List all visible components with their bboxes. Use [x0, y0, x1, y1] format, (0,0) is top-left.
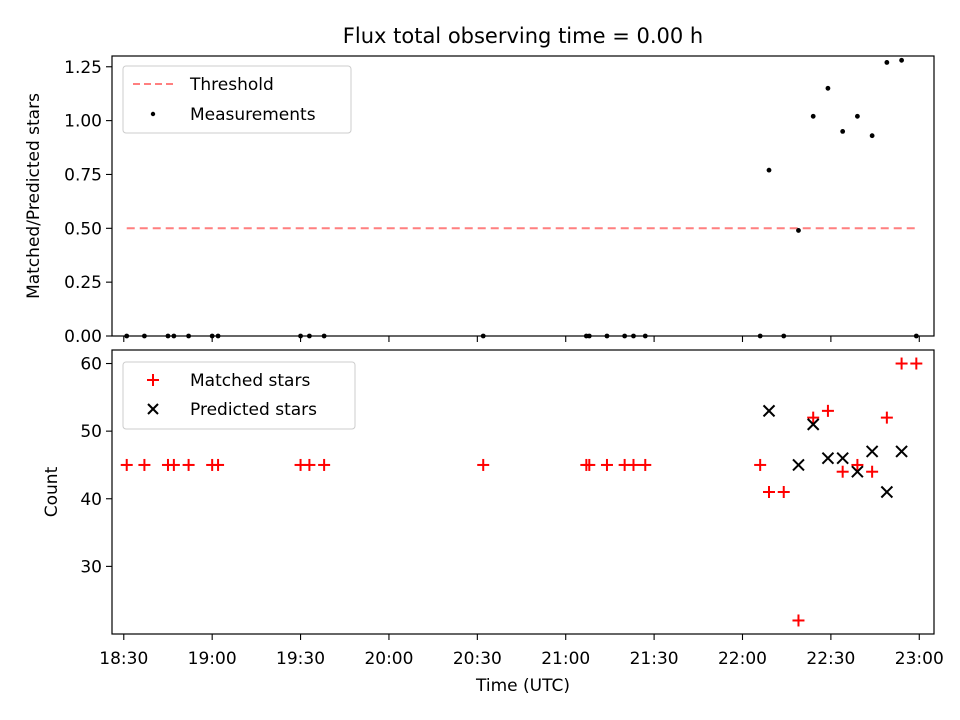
predicted-stars-point [821, 451, 835, 465]
matched-stars-point [763, 486, 776, 498]
legend-predicted-label: Predicted stars [190, 400, 317, 420]
matched-stars-point [318, 458, 331, 471]
matched-stars-point [866, 465, 879, 478]
bottom-axes-frame [111, 349, 935, 635]
matched-stars-point [120, 458, 133, 471]
top-axes-frame [111, 55, 935, 337]
measurement-point [825, 85, 831, 91]
matched-stars-point [792, 614, 805, 627]
matched-stars-point [303, 458, 316, 471]
matched-stars-point [910, 357, 923, 370]
y-tick-label: 30 [80, 557, 102, 577]
legend-measurements-swatch [150, 111, 156, 117]
x-tick-label: 20:00 [364, 649, 413, 669]
y-tick-label: 0.75 [64, 165, 102, 185]
measurement-point [810, 113, 816, 119]
x-tick-label: 21:00 [541, 649, 590, 669]
bottom-legend: Matched stars Predicted stars [122, 361, 356, 430]
matched-stars-point [182, 458, 195, 471]
predicted-stars-point [762, 404, 776, 418]
measurement-point [899, 57, 904, 63]
x-axis-label: Time (UTC) [475, 676, 570, 696]
x-tick-label: 22:30 [806, 649, 855, 669]
y-tick-label: 1.00 [64, 112, 102, 132]
matched-stars-point [477, 458, 490, 471]
measurement-point [796, 228, 801, 233]
y-tick-label: 1.25 [64, 58, 102, 78]
chart-title: Flux total observing time = 0.00 h [343, 24, 703, 48]
predicted-stars-point [806, 418, 820, 431]
matched-stars-point [821, 404, 834, 417]
predicted-stars-point [851, 465, 864, 478]
y-tick-label: 40 [80, 490, 102, 510]
y-tick-label: 60 [80, 355, 102, 375]
matched-stars-point [880, 411, 893, 424]
x-tick-label: 19:00 [188, 649, 237, 669]
legend-predicted-swatch [147, 403, 159, 415]
matched-stars-point [836, 465, 849, 478]
matched-stars-point [212, 458, 225, 471]
matched-stars-point [167, 458, 180, 471]
matched-stars-point [777, 486, 790, 498]
legend-measurements-label: Measurements [190, 105, 316, 125]
top-legend: Threshold Measurements [122, 65, 352, 134]
x-tick-label: 20:30 [453, 649, 502, 669]
y-tick-label: 50 [80, 422, 102, 442]
measurement-point [840, 128, 846, 134]
matched-stars-point [138, 458, 151, 471]
matched-stars-point [851, 458, 864, 471]
bottom-y-axis-label: Count [42, 466, 62, 517]
x-tick-label: 22:00 [718, 649, 767, 669]
matched-stars-point [583, 458, 596, 471]
matched-stars-point [754, 458, 767, 471]
matched-stars-point [627, 458, 640, 471]
measurement-point [766, 167, 772, 173]
top-panel: 0.00 0.25 0.50 0.75 1.00 1.25 Matched/Predict… [24, 55, 935, 347]
predicted-stars-point [836, 451, 849, 465]
matched-stars-point [807, 411, 820, 424]
matched-stars-point [639, 458, 652, 471]
top-y-axis-label: Matched/Predicted stars [24, 93, 44, 299]
measurement-point [869, 133, 875, 139]
predicted-stars-point [865, 445, 879, 458]
x-tick-label: 19:30 [276, 649, 325, 669]
legend-matched-swatch [147, 374, 159, 386]
y-tick-label: 0.50 [64, 219, 102, 239]
matched-stars-point [895, 357, 908, 370]
x-tick-label: 21:30 [630, 649, 679, 669]
predicted-stars-point [792, 458, 805, 472]
y-tick-label: 0.25 [64, 273, 102, 293]
legend-matched-label: Matched stars [190, 371, 310, 391]
y-tick-label: 0.00 [64, 327, 102, 347]
x-tick-label: 18:30 [99, 649, 148, 669]
measurement-point [854, 113, 860, 119]
predicted-stars-point [880, 485, 894, 499]
legend-threshold-label: Threshold [189, 75, 274, 95]
bottom-panel: 30 40 50 60 18:30 19:00 19:30 20:00 20:30 21:00 2… [42, 349, 944, 669]
measurement-point [884, 60, 890, 65]
matched-stars-point [600, 458, 613, 471]
x-tick-label: 23:00 [895, 649, 944, 669]
predicted-stars-point [895, 445, 908, 458]
